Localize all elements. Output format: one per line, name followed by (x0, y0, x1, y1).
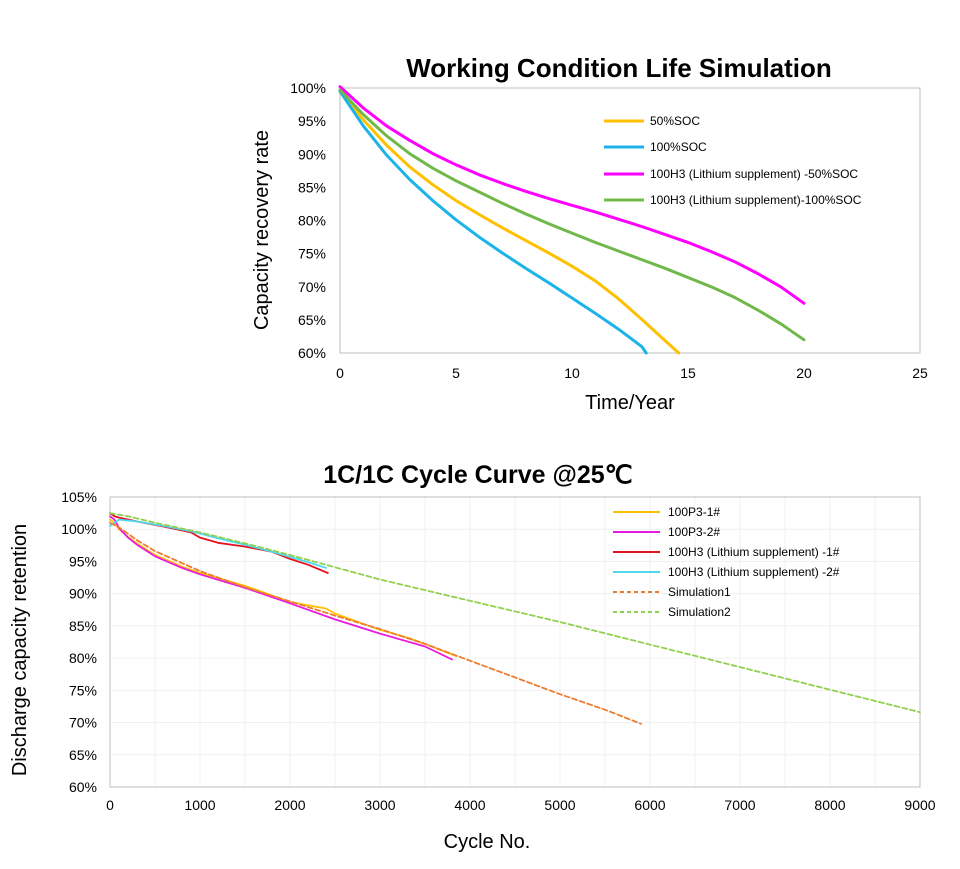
chart-2-series-line-100h3-lithium-supplement-1 (109, 512, 329, 574)
chart-2-x-tick-label: 6000 (634, 797, 665, 813)
chart-2-x-tick-label: 8000 (814, 797, 845, 813)
chart-2-y-tick-label: 85% (69, 618, 97, 634)
chart-2-series-line-100h3-lithium-supplement-2 (109, 518, 327, 569)
chart-2-series-line-simulation1 (109, 521, 642, 725)
chart-2-x-ticks: 0 1000 2000 3000 4000 5000 6000 7000 8000 9000 (106, 797, 936, 813)
chart-1-x-axis-label: Time/Year (585, 392, 675, 414)
chart-1-legend-label-100h3-50soc: 100H3 (Lithium supplement) -50%SOC (650, 167, 858, 181)
chart-2-plot-area (109, 496, 921, 788)
chart-2-series-line-100p3-2 (109, 515, 453, 661)
chart-2: 1C/1C Cycle Curve @25℃ 60% 65% 70% 75% 80% 85… (9, 461, 936, 853)
chart-2-title: 1C/1C Cycle Curve @25℃ (323, 461, 633, 489)
chart-1-series-line-100h3-lithium-supplement-50-soc (338, 85, 806, 305)
chart-2-series-line-100p3-1 (109, 518, 458, 658)
chart-1-legend-label-100h3-100soc: 100H3 (Lithium supplement)-100%SOC (650, 193, 862, 207)
chart-2-x-axis-label: Cycle No. (444, 831, 531, 853)
chart-2-legend-label-100p3-1: 100P3-1# (668, 505, 720, 519)
chart-2-x-tick-label: 1000 (184, 797, 215, 813)
chart-1-x-tick-label: 25 (912, 365, 928, 381)
chart-2-y-tick-label: 105% (61, 489, 97, 505)
chart-1-y-tick-label: 95% (298, 113, 326, 129)
chart-2-x-tick-label: 0 (106, 797, 114, 813)
chart-2-series-line-simulation2 (109, 512, 921, 714)
chart-1-x-tick-label: 5 (452, 365, 460, 381)
chart-2-x-tick-label: 2000 (274, 797, 305, 813)
chart-1-y-tick-label: 85% (298, 179, 326, 195)
chart-1-y-tick-label: 75% (298, 246, 326, 262)
chart-1-x-tick-label: 10 (564, 365, 580, 381)
chart-2-legend-label-simulation2: Simulation2 (668, 605, 731, 619)
chart-2-legend-label-simulation1: Simulation1 (668, 585, 731, 599)
chart-2-legend: 100P3-1# 100P3-2# 100H3 (Lithium supplem… (613, 505, 840, 619)
chart-1-y-ticks: 60% 65% 70% 75% 80% 85% 90% 95% 100% (290, 80, 326, 361)
chart-1-series-line-50-soc (338, 89, 681, 355)
chart-1-x-tick-label: 20 (796, 365, 812, 381)
chart-1-plot-area (339, 87, 921, 354)
chart-2-x-tick-label: 5000 (544, 797, 575, 813)
chart-1-legend-label-100soc: 100%SOC (650, 140, 707, 154)
chart-2-y-tick-label: 75% (69, 682, 97, 698)
chart-2-legend-label-100p3-2: 100P3-2# (668, 525, 720, 539)
chart-1-y-tick-label: 70% (298, 279, 326, 295)
chart-1-y-tick-label: 65% (298, 312, 326, 328)
chart-2-x-tick-label: 3000 (364, 797, 395, 813)
chart-2-y-ticks: 60% 65% 70% 75% 80% 85% 90% 95% 100% 105% (61, 489, 97, 795)
chart-2-y-tick-label: 100% (61, 521, 97, 537)
chart-2-x-tick-label: 4000 (454, 797, 485, 813)
chart-2-y-tick-label: 95% (69, 553, 97, 569)
chart-2-legend-label-100h3-1: 100H3 (Lithium supplement) -1# (668, 545, 840, 559)
chart-2-y-tick-label: 80% (69, 650, 97, 666)
chart-1-y-axis-label: Capacity recovery rate (251, 130, 273, 330)
chart-1-series (338, 85, 806, 355)
chart-1-y-tick-label: 60% (298, 345, 326, 361)
chart-1-y-tick-label: 80% (298, 213, 326, 229)
chart-1-series-line-100h3-lithium-supplement-100-soc (338, 88, 806, 342)
chart-2-y-tick-label: 65% (69, 747, 97, 763)
chart-2-series (109, 512, 921, 725)
chart-1-legend-label-50soc: 50%SOC (650, 114, 700, 128)
chart-1-x-tick-label: 0 (336, 365, 344, 381)
chart-2-y-tick-label: 90% (69, 586, 97, 602)
chart-1-title: Working Condition Life Simulation (406, 53, 832, 83)
chart-2-y-axis-label: Discharge capacity retention (9, 524, 31, 776)
chart-1-legend: 50%SOC 100%SOC 100H3 (Lithium supplement… (604, 114, 862, 207)
chart-2-y-tick-label: 70% (69, 715, 97, 731)
chart-1-y-tick-label: 100% (290, 80, 326, 96)
chart-1: Working Condition Life Simulation 60% 65%… (251, 53, 928, 414)
chart-1-x-ticks: 0 5 10 15 20 25 (336, 365, 928, 381)
chart-2-y-tick-label: 60% (69, 779, 97, 795)
chart-1-y-tick-label: 90% (298, 146, 326, 162)
chart-2-x-tick-label: 7000 (724, 797, 755, 813)
chart-1-x-tick-label: 15 (680, 365, 696, 381)
chart-1-series-line-100-soc (338, 89, 648, 355)
chart-2-legend-label-100h3-2: 100H3 (Lithium supplement) -2# (668, 565, 840, 579)
chart-2-x-tick-label: 9000 (904, 797, 935, 813)
